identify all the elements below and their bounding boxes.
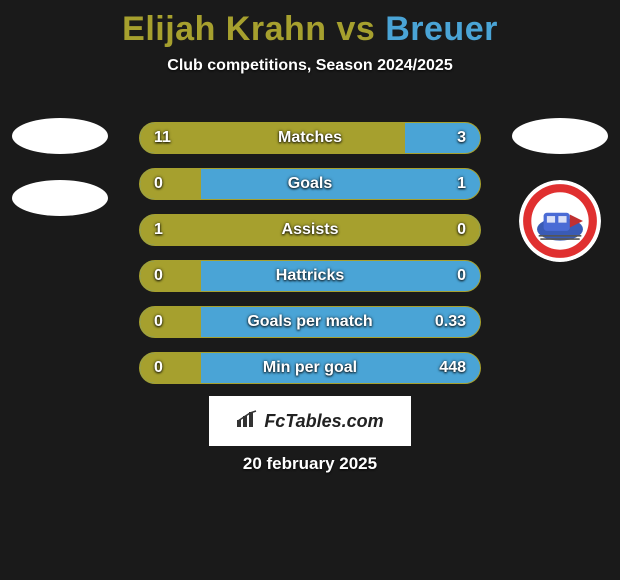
stat-left-value: 11 bbox=[154, 129, 171, 147]
player1-head-badge bbox=[12, 118, 108, 154]
stat-bar: 0 Goals per match 0.33 bbox=[139, 306, 481, 338]
stat-right-value: 0 bbox=[457, 221, 466, 239]
stat-bar: 1 Assists 0 bbox=[139, 214, 481, 246]
stat-bar: 0 Hattricks 0 bbox=[139, 260, 481, 292]
stat-label: Hattricks bbox=[276, 267, 344, 285]
fctables-brand: FcTables.com bbox=[209, 396, 411, 446]
season-subtitle: Club competitions, Season 2024/2025 bbox=[0, 57, 620, 75]
vs-text: vs bbox=[327, 10, 386, 48]
stat-right-value: 448 bbox=[439, 359, 466, 377]
stat-left-value: 0 bbox=[154, 313, 163, 331]
date-label: 20 february 2025 bbox=[0, 454, 620, 474]
stat-bar-fill bbox=[140, 353, 201, 383]
right-badges bbox=[510, 118, 610, 262]
stat-left-value: 0 bbox=[154, 267, 163, 285]
player1-name: Elijah Krahn bbox=[122, 10, 326, 48]
stat-bar-fill bbox=[140, 123, 405, 153]
stat-right-value: 0 bbox=[457, 267, 466, 285]
stat-right-value: 1 bbox=[457, 175, 466, 193]
brand-label: FcTables.com bbox=[264, 411, 383, 432]
stat-bar: 0 Goals 1 bbox=[139, 168, 481, 200]
chart-icon bbox=[236, 410, 258, 433]
stat-bar-fill bbox=[140, 261, 201, 291]
player1-club-badge bbox=[12, 180, 108, 216]
stat-label: Goals bbox=[288, 175, 332, 193]
comparison-title: Elijah Krahn vs Breuer bbox=[0, 0, 620, 49]
stat-bar: 11 Matches 3 bbox=[139, 122, 481, 154]
stat-left-value: 1 bbox=[154, 221, 163, 239]
stat-left-value: 0 bbox=[154, 359, 163, 377]
stat-left-value: 0 bbox=[154, 175, 163, 193]
left-badges bbox=[10, 118, 110, 216]
stat-bar-fill bbox=[140, 169, 201, 199]
stat-right-value: 0.33 bbox=[435, 313, 466, 331]
stat-bar: 0 Min per goal 448 bbox=[139, 352, 481, 384]
stat-label: Matches bbox=[278, 129, 342, 147]
stat-label: Goals per match bbox=[247, 313, 372, 331]
stats-bars: 11Matches30Goals11Assists00Hattricks00Go… bbox=[139, 122, 481, 384]
player2-name: Breuer bbox=[385, 10, 498, 48]
stat-bar-fill bbox=[140, 307, 201, 337]
stat-label: Min per goal bbox=[263, 359, 357, 377]
stat-label: Assists bbox=[282, 221, 339, 239]
player2-head-badge bbox=[512, 118, 608, 154]
player2-club-logo bbox=[519, 180, 601, 262]
stat-right-value: 3 bbox=[457, 129, 466, 147]
